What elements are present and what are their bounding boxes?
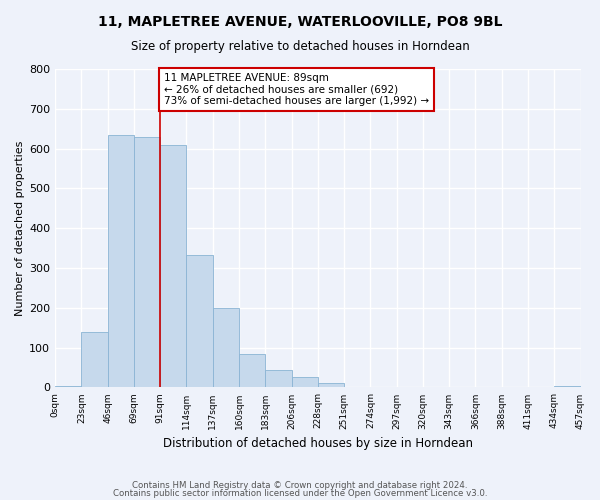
Bar — [55, 386, 82, 388]
Bar — [187, 255, 213, 388]
Bar — [107, 134, 134, 388]
Bar — [134, 136, 160, 388]
Y-axis label: Number of detached properties: Number of detached properties — [15, 140, 25, 316]
Bar — [318, 382, 344, 388]
Bar — [265, 370, 292, 388]
Text: 11 MAPLETREE AVENUE: 89sqm
← 26% of detached houses are smaller (692)
73% of sem: 11 MAPLETREE AVENUE: 89sqm ← 26% of deta… — [164, 73, 429, 106]
Text: Contains public sector information licensed under the Open Government Licence v3: Contains public sector information licen… — [113, 488, 487, 498]
Bar — [82, 332, 107, 388]
Text: 11, MAPLETREE AVENUE, WATERLOOVILLE, PO8 9BL: 11, MAPLETREE AVENUE, WATERLOOVILLE, PO8… — [98, 15, 502, 29]
Bar — [213, 308, 239, 388]
Bar — [160, 146, 187, 388]
Bar — [292, 376, 318, 388]
Bar — [554, 386, 581, 388]
Text: Size of property relative to detached houses in Horndean: Size of property relative to detached ho… — [131, 40, 469, 53]
Bar — [239, 354, 265, 388]
X-axis label: Distribution of detached houses by size in Horndean: Distribution of detached houses by size … — [163, 437, 473, 450]
Text: Contains HM Land Registry data © Crown copyright and database right 2024.: Contains HM Land Registry data © Crown c… — [132, 481, 468, 490]
